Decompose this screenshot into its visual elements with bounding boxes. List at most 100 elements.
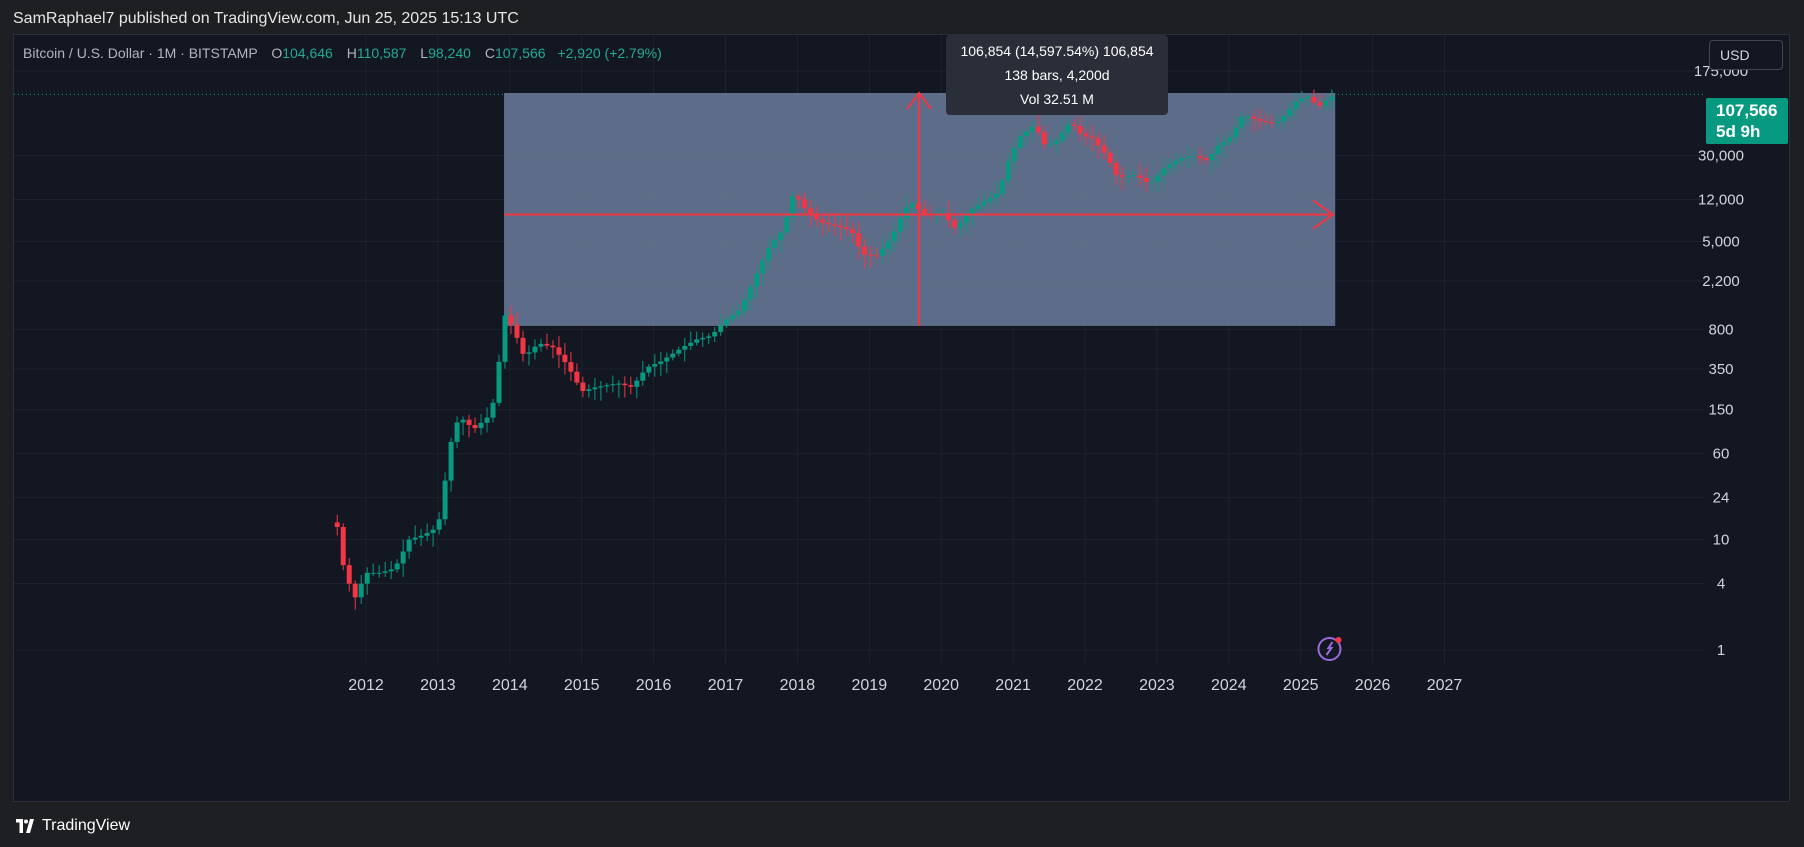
candle-body: [442, 480, 448, 520]
measure-volume: Vol 32.51 M: [1020, 91, 1094, 107]
candle-body: [766, 247, 772, 261]
candle-body: [921, 208, 927, 215]
x-tick-label: 2020: [923, 677, 959, 694]
candle-body: [850, 229, 856, 234]
measure-arrow-head-up: [906, 91, 932, 110]
x-tick-label: 2017: [708, 677, 744, 694]
candle-body: [1257, 118, 1263, 122]
candle-body: [897, 218, 903, 232]
candle-body: [724, 319, 730, 326]
candle-body: [945, 213, 951, 221]
candle-body: [1209, 153, 1215, 161]
candle-body: [987, 197, 993, 202]
candle-body: [682, 346, 688, 350]
candle-body: [1329, 96, 1335, 101]
candle-body: [400, 551, 406, 564]
last-price-value: 107,566: [1716, 101, 1778, 120]
candle-body: [1017, 136, 1023, 148]
candle-body: [736, 310, 742, 316]
candle-body: [1227, 137, 1233, 143]
candle-body: [562, 354, 568, 363]
candle-body: [580, 382, 586, 391]
candle-body: [999, 180, 1005, 194]
x-tick-label: 2016: [636, 677, 672, 694]
measure-change: 106,854 (14,597.54%) 106,854: [960, 43, 1154, 59]
candle-body: [646, 366, 652, 373]
currency-button[interactable]: USD: [1709, 40, 1783, 70]
candle-body: [820, 219, 826, 223]
candle-body: [1101, 145, 1107, 153]
candle-body: [784, 217, 790, 233]
candle-body: [520, 337, 526, 354]
price-chart[interactable]: 175,00030,00012,0005,0002,20080035015060…: [14, 35, 1790, 802]
candle-body: [814, 214, 820, 220]
y-tick-label: 150: [1708, 402, 1733, 419]
candle-body: [1047, 144, 1053, 146]
x-tick-label: 2018: [780, 677, 816, 694]
candle-body: [652, 364, 658, 367]
x-tick-label: 2026: [1355, 677, 1391, 694]
candle-body: [862, 246, 868, 255]
candle-body: [957, 222, 963, 228]
x-tick-label: 2014: [492, 677, 528, 694]
measure-tooltip: 106,854 (14,597.54%) 106,854 138 bars, 4…: [946, 35, 1168, 115]
candle-body: [1071, 124, 1077, 127]
symbol-title: Bitcoin / U.S. Dollar · 1M · BITSTAMP: [23, 45, 258, 61]
candle-body: [1059, 132, 1065, 141]
candle-body: [832, 224, 838, 226]
x-tick-label: 2012: [348, 677, 384, 694]
y-tick-label: 12,000: [1698, 192, 1744, 209]
high-label: H: [346, 45, 357, 61]
candle-body: [568, 362, 574, 372]
candle-body: [844, 227, 850, 230]
candle-body: [1005, 161, 1011, 181]
candle-body: [1161, 168, 1167, 175]
candle-body: [1197, 156, 1203, 159]
candle-body: [1119, 175, 1125, 177]
candle-body: [538, 343, 544, 347]
tradingview-logo[interactable]: TradingView: [13, 817, 130, 835]
candle-body: [1041, 132, 1047, 145]
spark-icon[interactable]: [1317, 637, 1342, 661]
x-tick-label: 2013: [420, 677, 456, 694]
candle-body: [1317, 102, 1323, 106]
chart-panel[interactable]: 175,000 30,000 12,000 5,000 2,200 800 350 150 60…: [13, 34, 1790, 802]
candle-body: [340, 526, 346, 566]
candle-body: [358, 583, 364, 598]
brand-name: TradingView: [42, 817, 131, 834]
y-tick-label: 350: [1708, 361, 1733, 378]
candle-body: [1191, 156, 1197, 158]
candle-body: [879, 248, 885, 256]
candle-body: [772, 240, 778, 248]
candle-body: [604, 385, 610, 387]
candle-body: [616, 383, 622, 385]
candle-body: [628, 385, 634, 387]
candle-body: [1029, 126, 1035, 132]
candle-body: [1065, 124, 1071, 133]
candle-body: [496, 361, 502, 403]
candle-body: [1053, 140, 1059, 145]
candle-body: [1275, 121, 1281, 124]
candle-body: [1113, 162, 1119, 176]
candle-body: [1125, 176, 1131, 178]
x-tick-label: 2023: [1139, 677, 1175, 694]
candle-body: [873, 255, 879, 257]
candle-body: [891, 231, 897, 242]
candle-body: [1299, 98, 1305, 102]
open-label: O: [271, 45, 283, 61]
candle-body: [1167, 164, 1173, 169]
candle-body: [1185, 156, 1191, 159]
candle-body: [370, 572, 376, 574]
candle-body: [364, 572, 370, 584]
y-tick-label: 24: [1713, 490, 1730, 507]
candle-body: [634, 380, 640, 387]
candle-body: [394, 563, 400, 570]
candle-body: [1095, 138, 1101, 146]
close-label: C: [484, 45, 495, 61]
candle-body: [592, 387, 598, 390]
candle-body: [826, 222, 832, 225]
x-tick-label: 2015: [564, 677, 600, 694]
candle-body: [676, 349, 682, 354]
candle-body: [514, 324, 520, 338]
candle-body: [718, 325, 724, 332]
